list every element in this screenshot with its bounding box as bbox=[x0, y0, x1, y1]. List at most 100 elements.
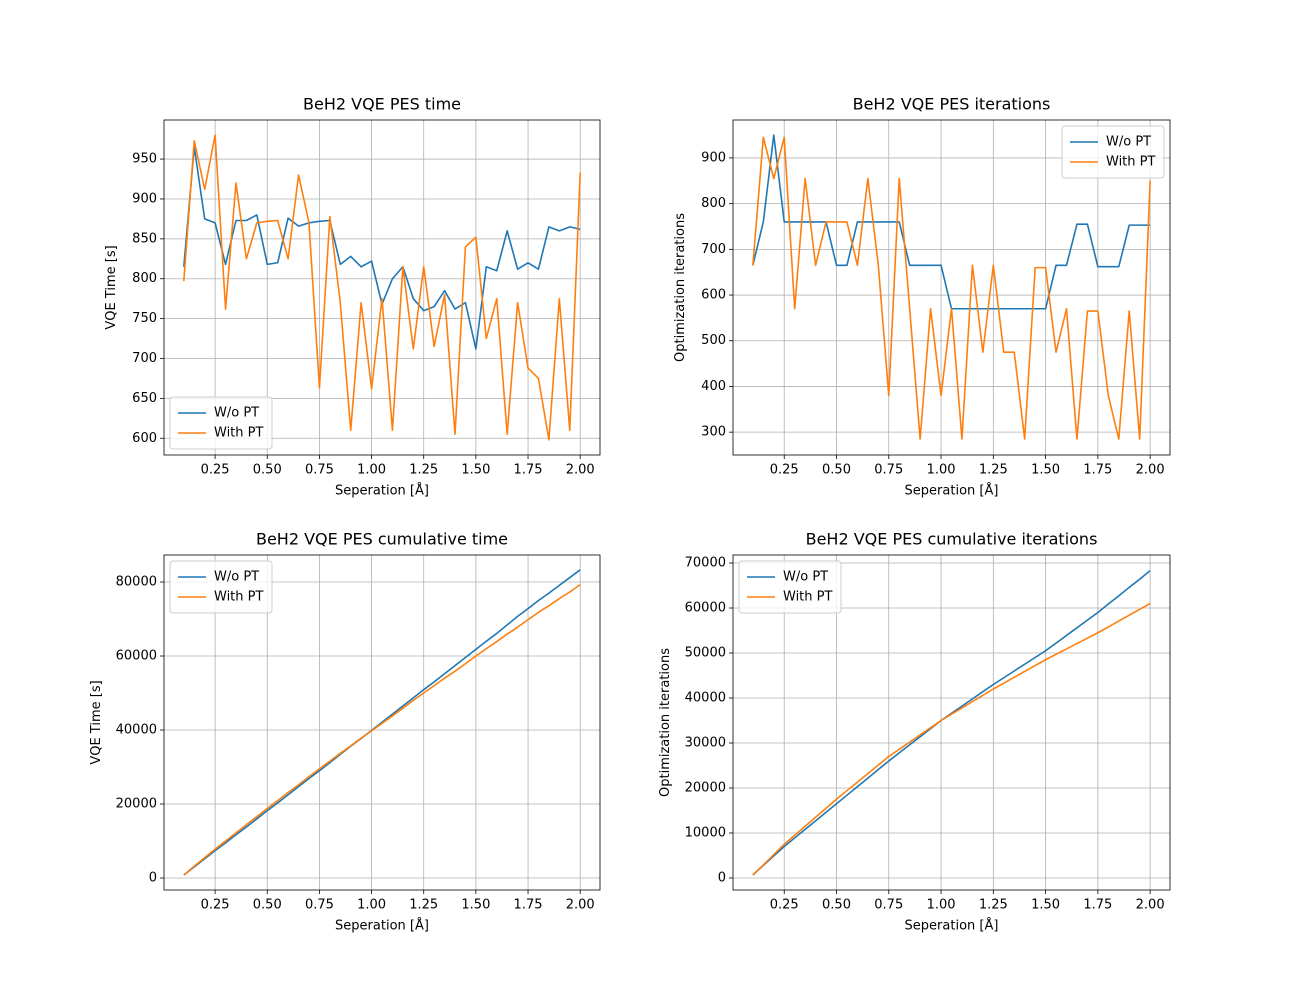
y-tick-label: 900 bbox=[701, 150, 726, 165]
legend-box bbox=[169, 396, 273, 450]
y-tick-label: 0 bbox=[149, 871, 157, 886]
legend-label: With PT bbox=[1106, 155, 1155, 170]
x-tick-label: 0.25 bbox=[201, 463, 230, 478]
y-tick-label: 400 bbox=[701, 379, 726, 394]
plot-frame bbox=[732, 119, 1171, 456]
subplot: 0.25 0.50 0.75 1.00 1.25 1.50 1.75 2.00 0 20000 40… bbox=[89, 530, 601, 934]
legend-label: With PT bbox=[783, 590, 832, 605]
y-tick-label: 60000 bbox=[685, 601, 726, 616]
legend-box bbox=[169, 560, 273, 614]
y-tick-label: 80000 bbox=[116, 575, 157, 590]
chart-title: BeH2 VQE PES cumulative time bbox=[256, 530, 508, 549]
legend-label: With PT bbox=[214, 426, 263, 441]
plot-frame bbox=[163, 119, 601, 456]
y-tick-label: 50000 bbox=[685, 646, 726, 661]
x-tick-label: 1.25 bbox=[979, 898, 1008, 913]
y-tick-label: 0 bbox=[718, 870, 726, 885]
y-tick-label: 40000 bbox=[116, 723, 157, 738]
y-tick-label: 650 bbox=[132, 391, 157, 406]
y-tick-label: 30000 bbox=[685, 735, 726, 750]
data-line bbox=[752, 570, 1151, 876]
legend-label: W/o PT bbox=[1106, 135, 1151, 150]
y-tick-label: 70000 bbox=[685, 556, 726, 571]
x-tick-label: 2.00 bbox=[566, 898, 595, 913]
y-tick-label: 20000 bbox=[685, 780, 726, 795]
legend: W/o PT With PT bbox=[1061, 125, 1165, 179]
y-tick-label: 300 bbox=[701, 425, 726, 440]
data-line bbox=[183, 134, 581, 441]
data-line bbox=[183, 583, 581, 876]
y-tick-label: 600 bbox=[701, 288, 726, 303]
x-tick-label: 1.00 bbox=[357, 463, 386, 478]
x-axis-label: Seperation [Å] bbox=[335, 483, 429, 499]
chart-title: BeH2 VQE PES time bbox=[303, 95, 461, 114]
data-line bbox=[183, 569, 581, 876]
y-tick-label: 40000 bbox=[685, 690, 726, 705]
legend: W/o PT With PT bbox=[738, 560, 842, 614]
y-tick-label: 950 bbox=[132, 152, 157, 167]
y-axis-label: VQE Time [s] bbox=[104, 245, 119, 329]
x-axis-label: Seperation [Å] bbox=[905, 483, 999, 499]
x-tick-label: 1.00 bbox=[927, 898, 956, 913]
x-tick-label: 1.25 bbox=[409, 898, 438, 913]
x-tick-label: 1.50 bbox=[461, 898, 490, 913]
x-tick-label: 1.75 bbox=[514, 898, 543, 913]
x-tick-label: 0.75 bbox=[874, 463, 903, 478]
x-tick-label: 1.50 bbox=[1031, 463, 1060, 478]
legend-label: W/o PT bbox=[214, 406, 259, 421]
x-tick-label: 1.75 bbox=[1083, 898, 1112, 913]
x-tick-label: 1.00 bbox=[357, 898, 386, 913]
x-axis-label: Seperation [Å] bbox=[335, 918, 429, 934]
x-tick-label: 0.75 bbox=[305, 898, 334, 913]
y-tick-label: 500 bbox=[701, 333, 726, 348]
x-tick-label: 1.75 bbox=[514, 463, 543, 478]
x-tick-label: 1.25 bbox=[409, 463, 438, 478]
x-tick-label: 1.25 bbox=[979, 463, 1008, 478]
x-tick-label: 2.00 bbox=[1136, 463, 1165, 478]
x-tick-label: 2.00 bbox=[1136, 898, 1165, 913]
chart-title: BeH2 VQE PES iterations bbox=[853, 95, 1051, 114]
data-line bbox=[752, 136, 1151, 440]
y-tick-label: 20000 bbox=[116, 797, 157, 812]
legend-label: W/o PT bbox=[214, 570, 259, 585]
y-tick-label: 600 bbox=[132, 431, 157, 446]
y-tick-label: 700 bbox=[701, 242, 726, 257]
x-tick-label: 0.75 bbox=[305, 463, 334, 478]
plot-frame bbox=[163, 554, 601, 891]
x-tick-label: 0.25 bbox=[770, 898, 799, 913]
y-tick-label: 850 bbox=[132, 231, 157, 246]
x-tick-label: 0.50 bbox=[253, 898, 282, 913]
subplot: 0.25 0.50 0.75 1.00 1.25 1.50 1.75 2.00 300 400 50… bbox=[673, 95, 1171, 499]
subplot: 0.25 0.50 0.75 1.00 1.25 1.50 1.75 2.00 0 10000 20… bbox=[658, 530, 1171, 934]
x-tick-label: 0.50 bbox=[822, 898, 851, 913]
subplot: 0.25 0.50 0.75 1.00 1.25 1.50 1.75 2.00 600 650 70… bbox=[104, 95, 601, 499]
plot-frame bbox=[732, 554, 1171, 891]
legend: W/o PT With PT bbox=[169, 396, 273, 450]
legend-label: With PT bbox=[214, 590, 263, 605]
x-tick-label: 0.75 bbox=[874, 898, 903, 913]
chart-title: BeH2 VQE PES cumulative iterations bbox=[806, 530, 1098, 549]
x-tick-label: 1.75 bbox=[1083, 463, 1112, 478]
y-tick-label: 800 bbox=[132, 271, 157, 286]
x-axis-label: Seperation [Å] bbox=[905, 918, 999, 934]
x-tick-label: 0.50 bbox=[253, 463, 282, 478]
y-tick-label: 10000 bbox=[685, 825, 726, 840]
legend-box bbox=[1061, 125, 1165, 179]
x-tick-label: 0.25 bbox=[770, 463, 799, 478]
x-tick-label: 2.00 bbox=[566, 463, 595, 478]
legend-box bbox=[738, 560, 842, 614]
legend-label: W/o PT bbox=[783, 570, 828, 585]
y-tick-label: 750 bbox=[132, 311, 157, 326]
y-tick-label: 900 bbox=[132, 191, 157, 206]
y-axis-label: Optimization iterations bbox=[673, 213, 688, 362]
x-tick-label: 1.50 bbox=[1031, 898, 1060, 913]
y-tick-label: 800 bbox=[701, 196, 726, 211]
legend: W/o PT With PT bbox=[169, 560, 273, 614]
data-line bbox=[752, 602, 1151, 876]
y-axis-label: Optimization iterations bbox=[658, 648, 673, 797]
x-tick-label: 1.00 bbox=[927, 463, 956, 478]
y-axis-label: VQE Time [s] bbox=[89, 680, 104, 764]
x-tick-label: 0.50 bbox=[822, 463, 851, 478]
y-tick-label: 700 bbox=[132, 351, 157, 366]
